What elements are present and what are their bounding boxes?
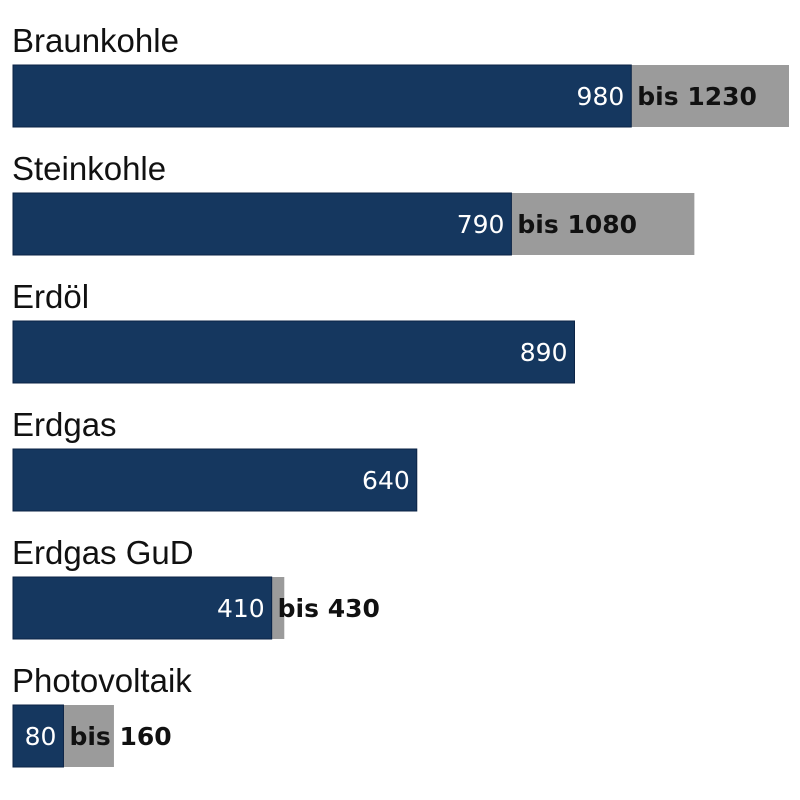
value-label: 890 xyxy=(520,338,568,367)
category-label: Erdgas GuD xyxy=(12,534,194,571)
bars-layer: Braunkohle 980 bis 1230 Steinkohle 790 bis 10… xyxy=(12,22,789,768)
range-label: bis 160 xyxy=(69,722,171,751)
value-bar xyxy=(12,320,575,384)
category-label: Braunkohle xyxy=(12,22,179,59)
value-label: 790 xyxy=(457,210,505,239)
range-label: bis 430 xyxy=(278,594,380,623)
value-bar xyxy=(12,448,418,512)
value-label: 640 xyxy=(362,466,410,495)
value-label: 80 xyxy=(25,722,57,751)
value-bar xyxy=(12,704,64,768)
value-label: 410 xyxy=(217,594,265,623)
range-label: bis 1230 xyxy=(637,82,757,111)
category-label: Steinkohle xyxy=(12,150,166,187)
value-bar xyxy=(12,64,632,128)
range-label: bis 1080 xyxy=(517,210,637,239)
value-label: 980 xyxy=(577,82,625,111)
value-bar xyxy=(12,576,273,640)
category-label: Photovoltaik xyxy=(12,662,192,699)
category-label: Erdgas xyxy=(12,406,117,443)
category-label: Erdöl xyxy=(12,278,89,315)
value-bar xyxy=(12,192,512,256)
